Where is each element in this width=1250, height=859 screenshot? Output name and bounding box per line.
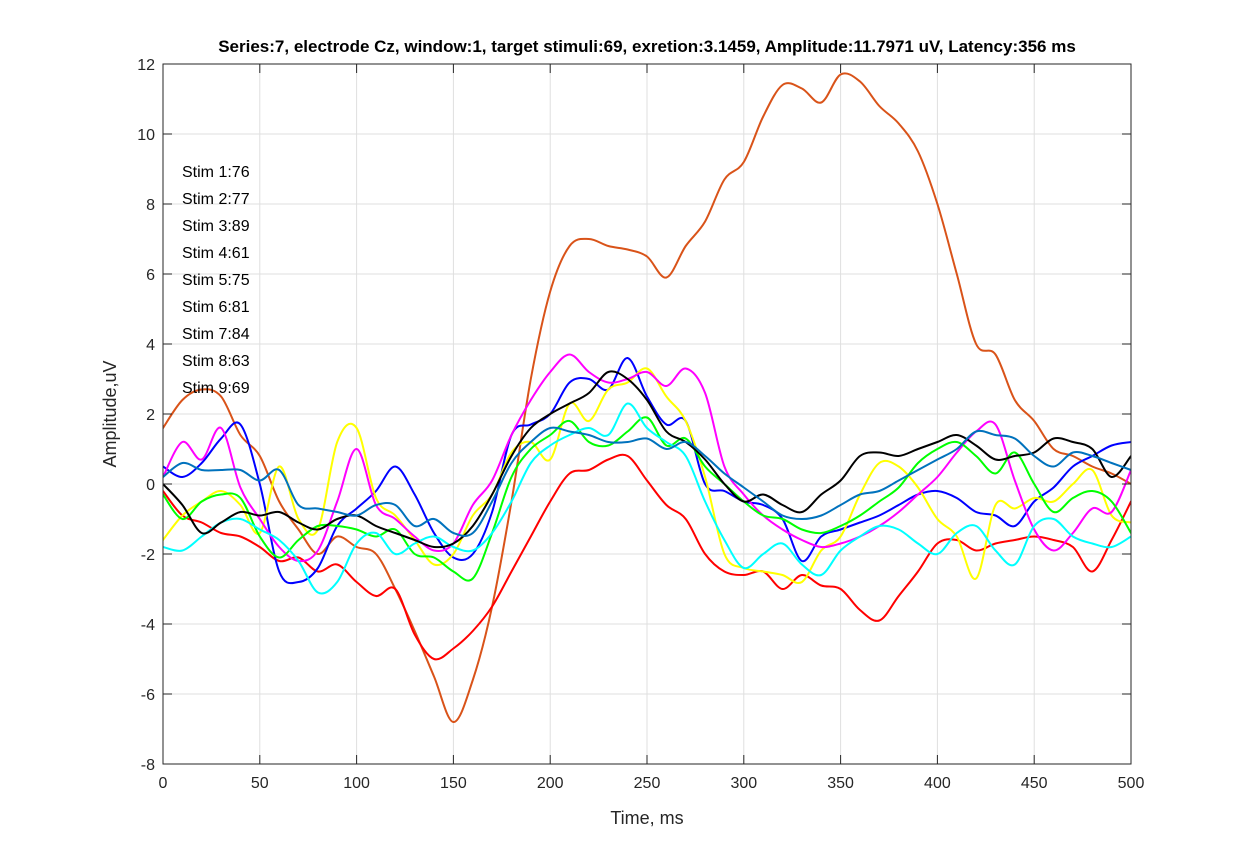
plot-area xyxy=(163,72,1131,723)
x-tick-label-6: 300 xyxy=(730,775,757,792)
series-line-8 xyxy=(163,370,1131,549)
ticks: 0 50 100 150 200 250 300 350 400 450 500 -8 -6 -4 -2 0 2… xyxy=(137,57,1144,792)
x-tick-label-4: 200 xyxy=(537,775,564,792)
series-line-9 xyxy=(163,426,1131,537)
series-line-4 xyxy=(163,367,1131,584)
y-tick-label-3: -2 xyxy=(141,547,155,564)
y-tick-label-0: -8 xyxy=(141,757,155,774)
series-line-3 xyxy=(163,357,1131,585)
stim-annotation-4: Stim 4:61 xyxy=(182,245,250,262)
stim-annotation-8: Stim 8:63 xyxy=(182,353,250,370)
y-tick-label-8: 8 xyxy=(146,197,155,214)
x-tick-label-8: 400 xyxy=(924,775,951,792)
y-tick-label-5: 2 xyxy=(146,407,155,424)
y-tick-label-6: 4 xyxy=(146,337,155,354)
x-tick-label-2: 100 xyxy=(343,775,370,792)
y-tick-label-1: -6 xyxy=(141,687,155,704)
series-line-2 xyxy=(163,453,1131,661)
stim-annotation-6: Stim 6:81 xyxy=(182,299,250,316)
chart-title: Series:7, electrode Cz, window:1, target… xyxy=(218,37,1076,56)
stim-annotations: Stim 1:76 Stim 2:77 Stim 3:89 Stim 4:61 Stim… xyxy=(182,164,250,397)
stim-annotation-2: Stim 2:77 xyxy=(182,191,250,208)
x-tick-label-9: 450 xyxy=(1021,775,1048,792)
y-tick-label-2: -4 xyxy=(141,617,155,634)
stim-annotation-3: Stim 3:89 xyxy=(182,218,250,235)
x-tick-label-3: 150 xyxy=(440,775,467,792)
x-tick-label-5: 250 xyxy=(634,775,661,792)
y-axis-label: Amplitude,uV xyxy=(100,360,120,467)
x-tick-label-7: 350 xyxy=(827,775,854,792)
stim-annotation-9: Stim 9:69 xyxy=(182,380,250,397)
x-tick-label-0: 0 xyxy=(159,775,168,792)
stim-annotation-1: Stim 1:76 xyxy=(182,164,250,181)
stim-annotation-5: Stim 5:75 xyxy=(182,272,250,289)
series-lines xyxy=(163,72,1131,723)
x-tick-label-1: 50 xyxy=(251,775,269,792)
y-tick-label-10: 12 xyxy=(137,57,155,74)
y-tick-label-7: 6 xyxy=(146,267,155,284)
y-tick-label-9: 10 xyxy=(137,127,155,144)
y-tick-label-4: 0 xyxy=(146,477,155,494)
x-tick-label-10: 500 xyxy=(1118,775,1145,792)
series-line-7 xyxy=(163,402,1131,595)
series-line-6 xyxy=(163,416,1131,582)
x-axis-label: Time, ms xyxy=(610,808,683,828)
stim-annotation-7: Stim 7:84 xyxy=(182,326,250,343)
